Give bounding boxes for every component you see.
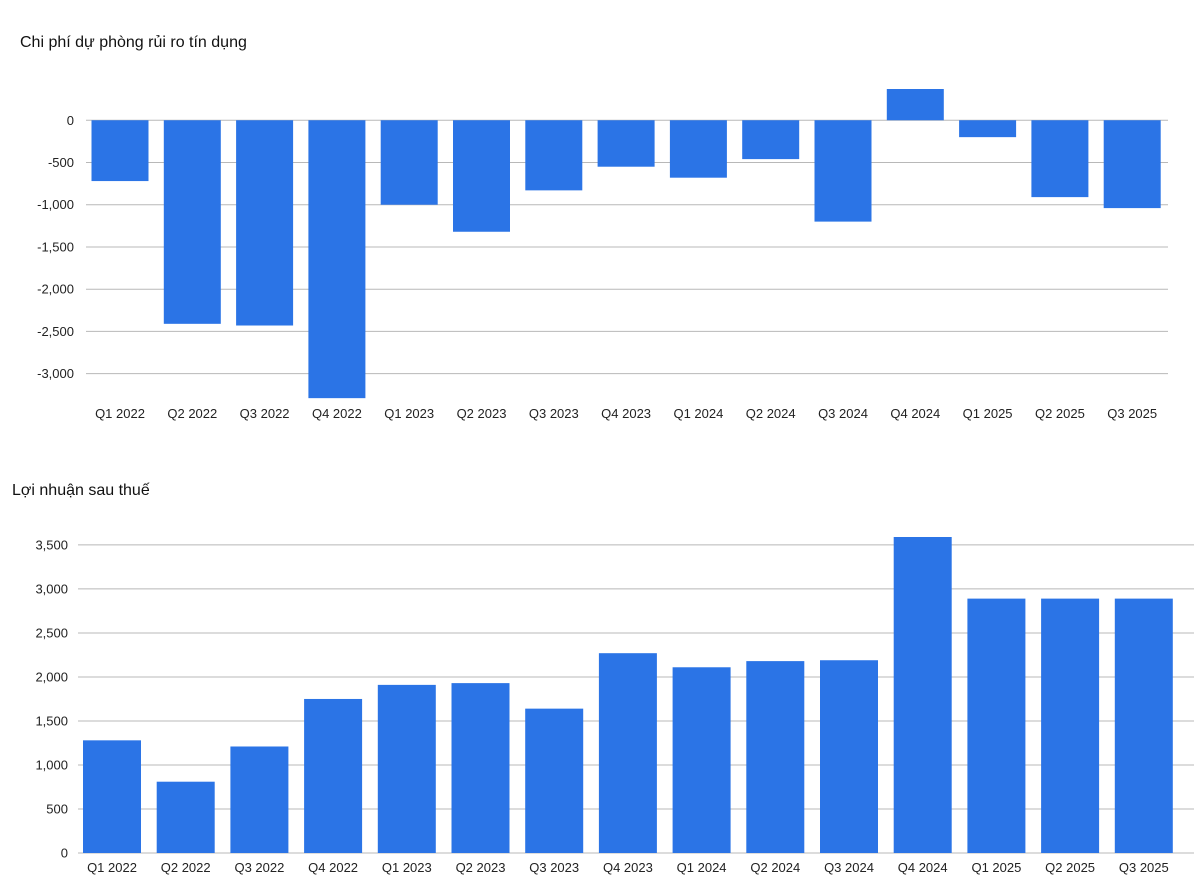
- bar-q4-2023: [598, 653, 657, 853]
- bar-q2-2024: [746, 661, 805, 853]
- x-tick-label: Q1 2022: [87, 860, 137, 875]
- bar-q3-2025: [1103, 120, 1161, 209]
- y-tick-label: -2,000: [37, 282, 74, 297]
- x-tick-label: Q2 2025: [1035, 406, 1085, 421]
- x-tick-label: Q2 2023: [456, 860, 506, 875]
- bar-q2-2025: [1031, 120, 1089, 198]
- bar-q3-2024: [814, 120, 872, 222]
- bar-q3-2023: [525, 708, 584, 853]
- bar-q3-2025: [1114, 598, 1173, 853]
- bar-q2-2023: [451, 683, 510, 853]
- x-tick-label: Q1 2023: [382, 860, 432, 875]
- bar-q2-2023: [453, 120, 510, 232]
- x-tick-label: Q3 2025: [1119, 860, 1169, 875]
- x-tick-label: Q3 2025: [1107, 406, 1157, 421]
- bar-q1-2025: [967, 598, 1026, 853]
- x-tick-label: Q3 2024: [818, 406, 868, 421]
- y-tick-label: -2,500: [37, 324, 74, 339]
- bar-q3-2022: [230, 746, 289, 853]
- y-tick-label: -1,500: [37, 239, 74, 254]
- bar-q4-2023: [597, 120, 655, 167]
- bar-q4-2022: [308, 120, 366, 399]
- y-tick-label: 0: [67, 113, 74, 128]
- x-tick-label: Q4 2024: [898, 860, 948, 875]
- x-tick-label: Q3 2022: [240, 406, 290, 421]
- bar-q3-2022: [236, 120, 294, 326]
- bar-q2-2022: [163, 120, 221, 324]
- x-tick-label: Q1 2024: [677, 860, 727, 875]
- bar-q1-2023: [380, 120, 438, 205]
- x-tick-label: Q4 2022: [308, 860, 358, 875]
- x-tick-label: Q3 2023: [529, 860, 579, 875]
- x-tick-label: Q4 2023: [603, 860, 653, 875]
- x-tick-label: Q4 2024: [890, 406, 940, 421]
- bar-q1-2022: [91, 120, 149, 182]
- bar-q1-2023: [377, 684, 436, 853]
- x-tick-label: Q1 2025: [971, 860, 1021, 875]
- bar-q2-2024: [742, 120, 800, 160]
- y-tick-label: -3,000: [37, 366, 74, 381]
- bar-q1-2024: [672, 667, 731, 853]
- x-tick-label: Q2 2023: [457, 406, 507, 421]
- bar-q2-2025: [1041, 598, 1100, 853]
- bar-q4-2022: [304, 698, 363, 853]
- y-tick-label: 0: [61, 846, 68, 861]
- x-tick-label: Q1 2025: [963, 406, 1013, 421]
- x-tick-label: Q3 2024: [824, 860, 874, 875]
- provision-expense-chart: 0 -500 -1,000 -1,500 -2,000 -2,500 -3,000 Q1 20…: [37, 89, 1168, 421]
- y-tick-label: 2,500: [35, 625, 68, 640]
- x-tick-label: Q1 2023: [384, 406, 434, 421]
- y-tick-label: 2,000: [35, 669, 68, 684]
- chart-1-title: Chi phí dự phòng rủi ro tín dụng: [20, 34, 247, 51]
- y-tick-label: 3,500: [35, 537, 68, 552]
- x-tick-label: Q2 2022: [161, 860, 211, 875]
- x-tick-label: Q3 2023: [529, 406, 579, 421]
- x-tick-label: Q1 2022: [95, 406, 145, 421]
- bar-q1-2024: [669, 120, 727, 178]
- x-tick-label: Q4 2023: [601, 406, 651, 421]
- y-tick-label: 3,000: [35, 581, 68, 596]
- x-tick-label: Q2 2024: [746, 406, 796, 421]
- bar-q1-2025: [959, 120, 1017, 138]
- x-tick-label: Q2 2024: [750, 860, 800, 875]
- x-tick-label: Q2 2025: [1045, 860, 1095, 875]
- bar-q4-2024: [886, 89, 944, 121]
- y-tick-label: 1,500: [35, 713, 68, 728]
- x-tick-label: Q2 2022: [167, 406, 217, 421]
- bar-q3-2024: [820, 660, 878, 853]
- x-tick-label: Q3 2022: [234, 860, 284, 875]
- bar-q4-2024: [893, 537, 952, 853]
- x-tick-label: Q4 2022: [312, 406, 362, 421]
- y-tick-label: -500: [48, 155, 74, 170]
- y-tick-label: -1,000: [37, 197, 74, 212]
- y-tick-label: 500: [46, 801, 68, 816]
- y-tick-label: 1,000: [35, 757, 68, 772]
- x-tick-label: Q1 2024: [673, 406, 723, 421]
- bar-q3-2023: [525, 120, 583, 191]
- bar-q2-2022: [156, 781, 215, 853]
- bar-q1-2022: [83, 740, 141, 853]
- net-profit-chart: 0 500 1,000 1,500 2,000 2,500 3,000 3,500 Q1 202…: [35, 537, 1194, 875]
- chart-2-title: Lợi nhuận sau thuế: [12, 482, 150, 499]
